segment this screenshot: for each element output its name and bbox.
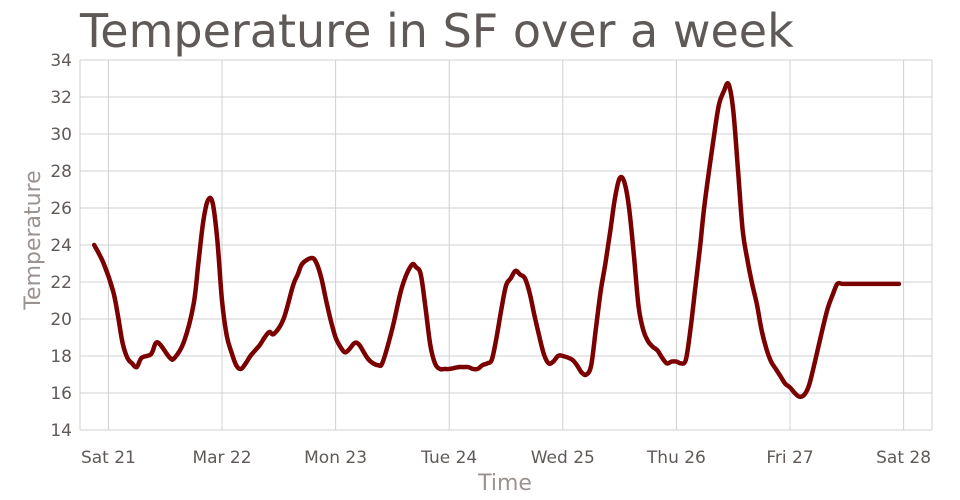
y-tick-label: 34 (50, 51, 72, 71)
y-tick-label: 32 (50, 88, 72, 108)
y-tick-label: 20 (50, 310, 72, 330)
series-layer (91, 81, 902, 400)
y-tick-label: 14 (50, 421, 72, 441)
x-tick-label: Tue 24 (420, 448, 477, 468)
x-tick-label: Sat 21 (81, 448, 136, 468)
x-tick-label: Sat 28 (876, 448, 931, 468)
x-tick-label: Fri 27 (766, 448, 813, 468)
x-tick-label: Thu 26 (646, 448, 706, 468)
gridlines (79, 59, 933, 431)
y-axis-ticks: 14 16 18 20 22 24 26 28 30 32 34 (50, 51, 72, 441)
y-tick-label: 26 (50, 199, 72, 219)
y-tick-label: 28 (50, 162, 72, 182)
y-tick-label: 16 (50, 384, 72, 404)
x-tick-label: Mar 22 (192, 448, 251, 468)
temperature-series-line (91, 81, 902, 400)
x-axis-title: Time (477, 471, 532, 496)
x-axis-ticks: Sat 21 Mar 22 Mon 23 Tue 24 Wed 25 Thu 26 Fri … (81, 448, 931, 468)
y-tick-label: 22 (50, 273, 72, 293)
y-tick-label: 30 (50, 125, 72, 145)
x-tick-label: Mon 23 (304, 448, 367, 468)
y-tick-label: 24 (50, 236, 72, 256)
y-tick-label: 18 (50, 347, 72, 367)
chart-title: Temperature in SF over a week (80, 4, 794, 58)
y-axis-title: Temperature (21, 170, 46, 310)
x-tick-label: Wed 25 (531, 448, 595, 468)
